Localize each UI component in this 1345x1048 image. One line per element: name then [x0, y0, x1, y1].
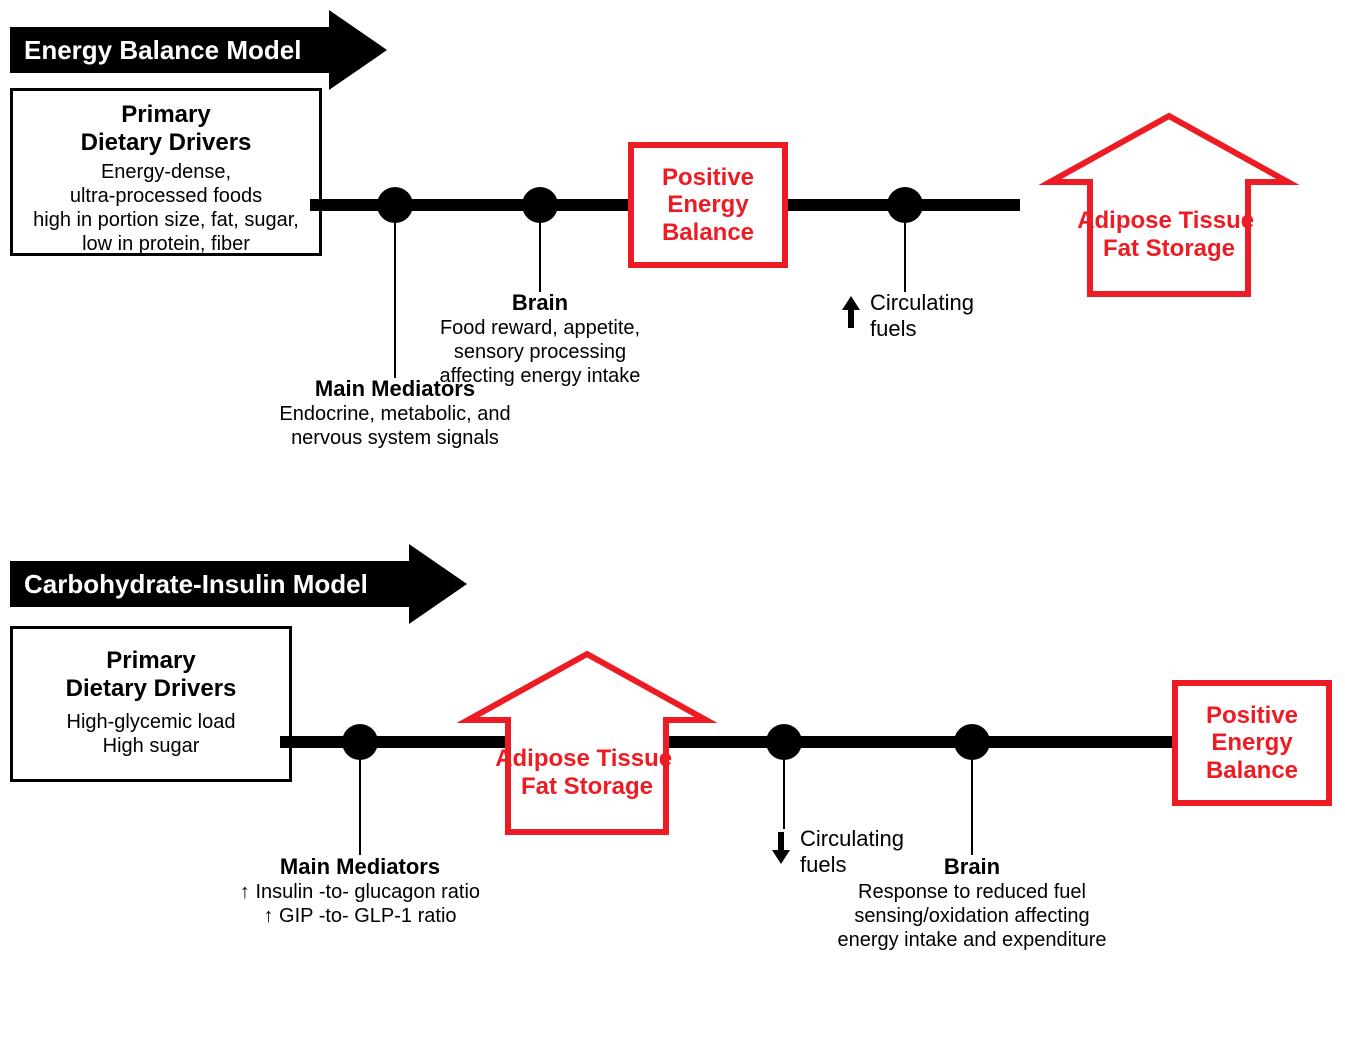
cim-positive-energy-box: PositiveEnergyBalance — [1172, 680, 1332, 806]
ebm-drivers-title: PrimaryDietary Drivers — [21, 101, 311, 156]
cim-brain-title: Brain — [807, 854, 1137, 880]
ebm-connector-3 — [904, 218, 906, 292]
ebm-mediators-title: Main Mediators — [245, 376, 545, 402]
ebm-header-label: Energy Balance Model — [10, 27, 330, 73]
cim-mediators-body: ↑ Insulin -to- glucagon ratio↑ GIP -to- … — [200, 880, 520, 928]
ebm-connector-1 — [394, 218, 396, 378]
cim-connector-3 — [971, 755, 973, 855]
arrow-right-icon — [329, 10, 387, 90]
svg-text:Adipose Tissue Fat Stora: Adipose Tissue Fat Storage — [1077, 207, 1261, 262]
cim-drivers-body: High-glycemic loadHigh sugar — [21, 710, 281, 758]
diagram-stage: Energy Balance Model PrimaryDietary Driv… — [0, 0, 1345, 1048]
cim-mediators-title: Main Mediators — [200, 854, 520, 880]
ebm-fuels-annot: Circulatingfuels — [870, 290, 1040, 343]
svg-text:Adipose Tissue Fat Stora: Adipose Tissue Fat Storage — [495, 745, 679, 800]
ebm-connector-2 — [539, 218, 541, 292]
cim-connector-2 — [783, 755, 785, 829]
ebm-drivers-body: Energy-dense,ultra-processed foodshigh i… — [21, 160, 311, 256]
cim-header-label: Carbohydrate-Insulin Model — [10, 561, 410, 607]
ebm-header-arrow: Energy Balance Model — [10, 10, 387, 90]
cim-drivers-title: PrimaryDietary Drivers — [21, 647, 281, 702]
cim-adipose-line2: Fat Storage — [521, 773, 653, 800]
ebm-adipose-line2: Fat Storage — [1103, 235, 1235, 262]
ebm-positive-energy-label: PositiveEnergyBalance — [662, 164, 754, 247]
down-arrow-icon — [770, 830, 792, 866]
ebm-brain-title: Brain — [410, 290, 670, 316]
ebm-adipose-house: Adipose Tissue Fat Storage — [1012, 110, 1326, 300]
ebm-drivers-box: PrimaryDietary Drivers Energy-dense,ultr… — [10, 88, 322, 256]
cim-brain-body: Response to reduced fuelsensing/oxidatio… — [807, 880, 1137, 952]
cim-connector-1 — [359, 755, 361, 855]
ebm-brain-annot: Brain Food reward, appetite,sensory proc… — [410, 290, 670, 388]
cim-drivers-box: PrimaryDietary Drivers High-glycemic loa… — [10, 626, 292, 782]
cim-mediators-annot: Main Mediators ↑ Insulin -to- glucagon r… — [200, 854, 520, 928]
up-arrow-icon — [840, 294, 862, 330]
ebm-adipose-line1: Adipose Tissue — [1077, 207, 1254, 234]
ebm-fuels-title: Circulatingfuels — [870, 290, 1040, 343]
ebm-positive-energy-box: PositiveEnergyBalance — [628, 142, 788, 268]
cim-positive-energy-label: PositiveEnergyBalance — [1206, 702, 1298, 785]
cim-adipose-house: Adipose Tissue Fat Storage — [430, 648, 744, 838]
ebm-mediators-body: Endocrine, metabolic, andnervous system … — [245, 402, 545, 450]
arrow-right-icon — [409, 544, 467, 624]
ebm-mediators-annot: Main Mediators Endocrine, metabolic, and… — [245, 376, 545, 450]
cim-brain-annot: Brain Response to reduced fuelsensing/ox… — [807, 854, 1137, 952]
cim-header-arrow: Carbohydrate-Insulin Model — [10, 544, 467, 624]
cim-adipose-line1: Adipose Tissue — [495, 745, 672, 772]
